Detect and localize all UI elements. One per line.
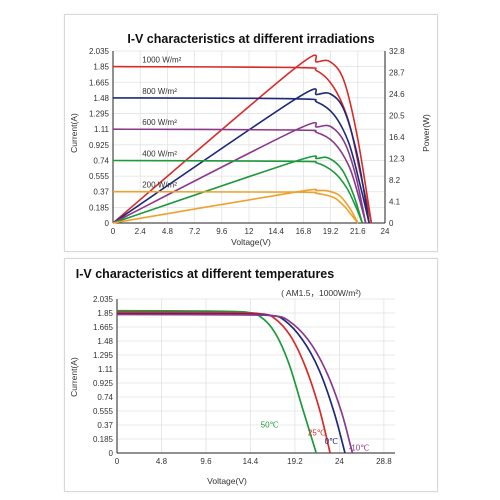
y-tick-label: 1.665 [93,323,114,332]
y-tick-label: 0.555 [89,172,110,181]
x-tick-label: 9.6 [200,457,212,466]
y-axis-label: Current(A) [69,357,79,397]
x-tick-label: 21.6 [350,227,366,236]
y2-tick-label: 20.5 [389,112,405,121]
y-tick-label: 1.85 [93,63,109,72]
y-tick-label: 0.185 [89,203,110,212]
x-tick-label: 14.4 [268,227,284,236]
power-curve [112,188,359,224]
power-curve [112,88,370,224]
x-tick-label: 24 [381,227,390,236]
x-tick-label: 12 [245,227,254,236]
series-label: 50℃ [261,420,279,429]
x-tick-label: 24 [335,457,344,466]
y-tick-label: 0.925 [93,379,114,388]
iv-curve [116,311,331,454]
y-tick-label: 1.48 [97,337,113,346]
chart-subtitle: ( AM1.5，1000W/m²) [281,288,361,298]
y-tick-label: 0.74 [93,156,109,165]
iv-curve [112,128,367,224]
series-label: 800 W/m² [142,87,177,96]
y2-tick-label: 12.3 [389,155,405,164]
iv-curve [112,190,359,224]
series-label: 0℃ [325,437,338,446]
y-tick-label: 0.37 [93,188,109,197]
y-tick-label: 0.925 [89,141,110,150]
x-tick-label: 2.4 [135,227,147,236]
series-label: 200 W/m² [142,181,177,190]
x-axis-label: Voltage(V) [207,476,247,486]
x-tick-label: 0 [111,227,116,236]
iv-curve [112,159,364,224]
x-tick-label: 19.2 [323,227,339,236]
chart-title: I-V characteristics at different irradia… [127,32,374,46]
power-curve [112,121,367,224]
power-curve [112,54,373,224]
y-tick-label: 0 [105,219,110,228]
series-label: 25℃ [308,429,326,438]
x-tick-label: 4.8 [162,227,174,236]
iv-curve [112,97,370,224]
y2-tick-label: 8.2 [389,176,401,185]
y2-tick-label: 24.6 [389,90,405,99]
y2-tick-label: 32.8 [389,47,405,56]
x-tick-label: 7.2 [189,227,201,236]
y-tick-label: 1.295 [89,110,110,119]
y-tick-label: 0.185 [93,435,114,444]
irradiation-chart: I-V characteristics at different irradia… [69,32,431,247]
chart-panel-temperature: I-V characteristics at different tempera… [64,258,438,492]
y-tick-label: 0 [109,449,114,458]
x-tick-label: 14.4 [243,457,259,466]
y-tick-label: 0.555 [93,407,114,416]
y2-tick-label: 0 [389,219,394,228]
iv-curve [116,309,318,454]
y-tick-label: 0.37 [97,421,113,430]
x-tick-label: 0 [115,457,120,466]
y2-tick-label: 16.4 [389,133,405,142]
x-tick-label: 19.2 [287,457,303,466]
y-tick-label: 1.11 [98,365,114,374]
series-label: -10℃ [349,444,370,453]
power-curve [112,155,364,224]
y-tick-label: 1.48 [93,94,109,103]
y-tick-label: 1.85 [97,309,113,318]
chart-title: I-V characteristics at different tempera… [76,267,334,281]
y-tick-label: 2.035 [93,295,114,304]
series-label: 600 W/m² [142,118,177,127]
y-tick-label: 2.035 [89,47,110,56]
series-label: 400 W/m² [142,149,177,158]
y2-tick-label: 28.7 [389,69,405,78]
y-axis-label: Current(A) [69,113,79,153]
chart-panel-irradiation: I-V characteristics at different irradia… [64,14,438,252]
x-axis-label: Voltage(V) [231,237,271,247]
y2-tick-label: 4.1 [389,198,401,207]
y-tick-label: 1.11 [94,125,110,134]
x-tick-label: 28.8 [376,457,392,466]
y2-axis-label: Power(W) [421,114,431,152]
y-tick-label: 1.665 [89,78,110,87]
temperature-chart: I-V characteristics at different tempera… [69,267,395,486]
series-label: 1000 W/m² [142,56,181,65]
iv-curve [116,313,354,454]
y-tick-label: 1.295 [93,351,114,360]
x-tick-label: 16.8 [296,227,312,236]
x-tick-label: 9.6 [216,227,228,236]
y-tick-label: 0.74 [97,393,113,402]
x-tick-label: 4.8 [156,457,168,466]
